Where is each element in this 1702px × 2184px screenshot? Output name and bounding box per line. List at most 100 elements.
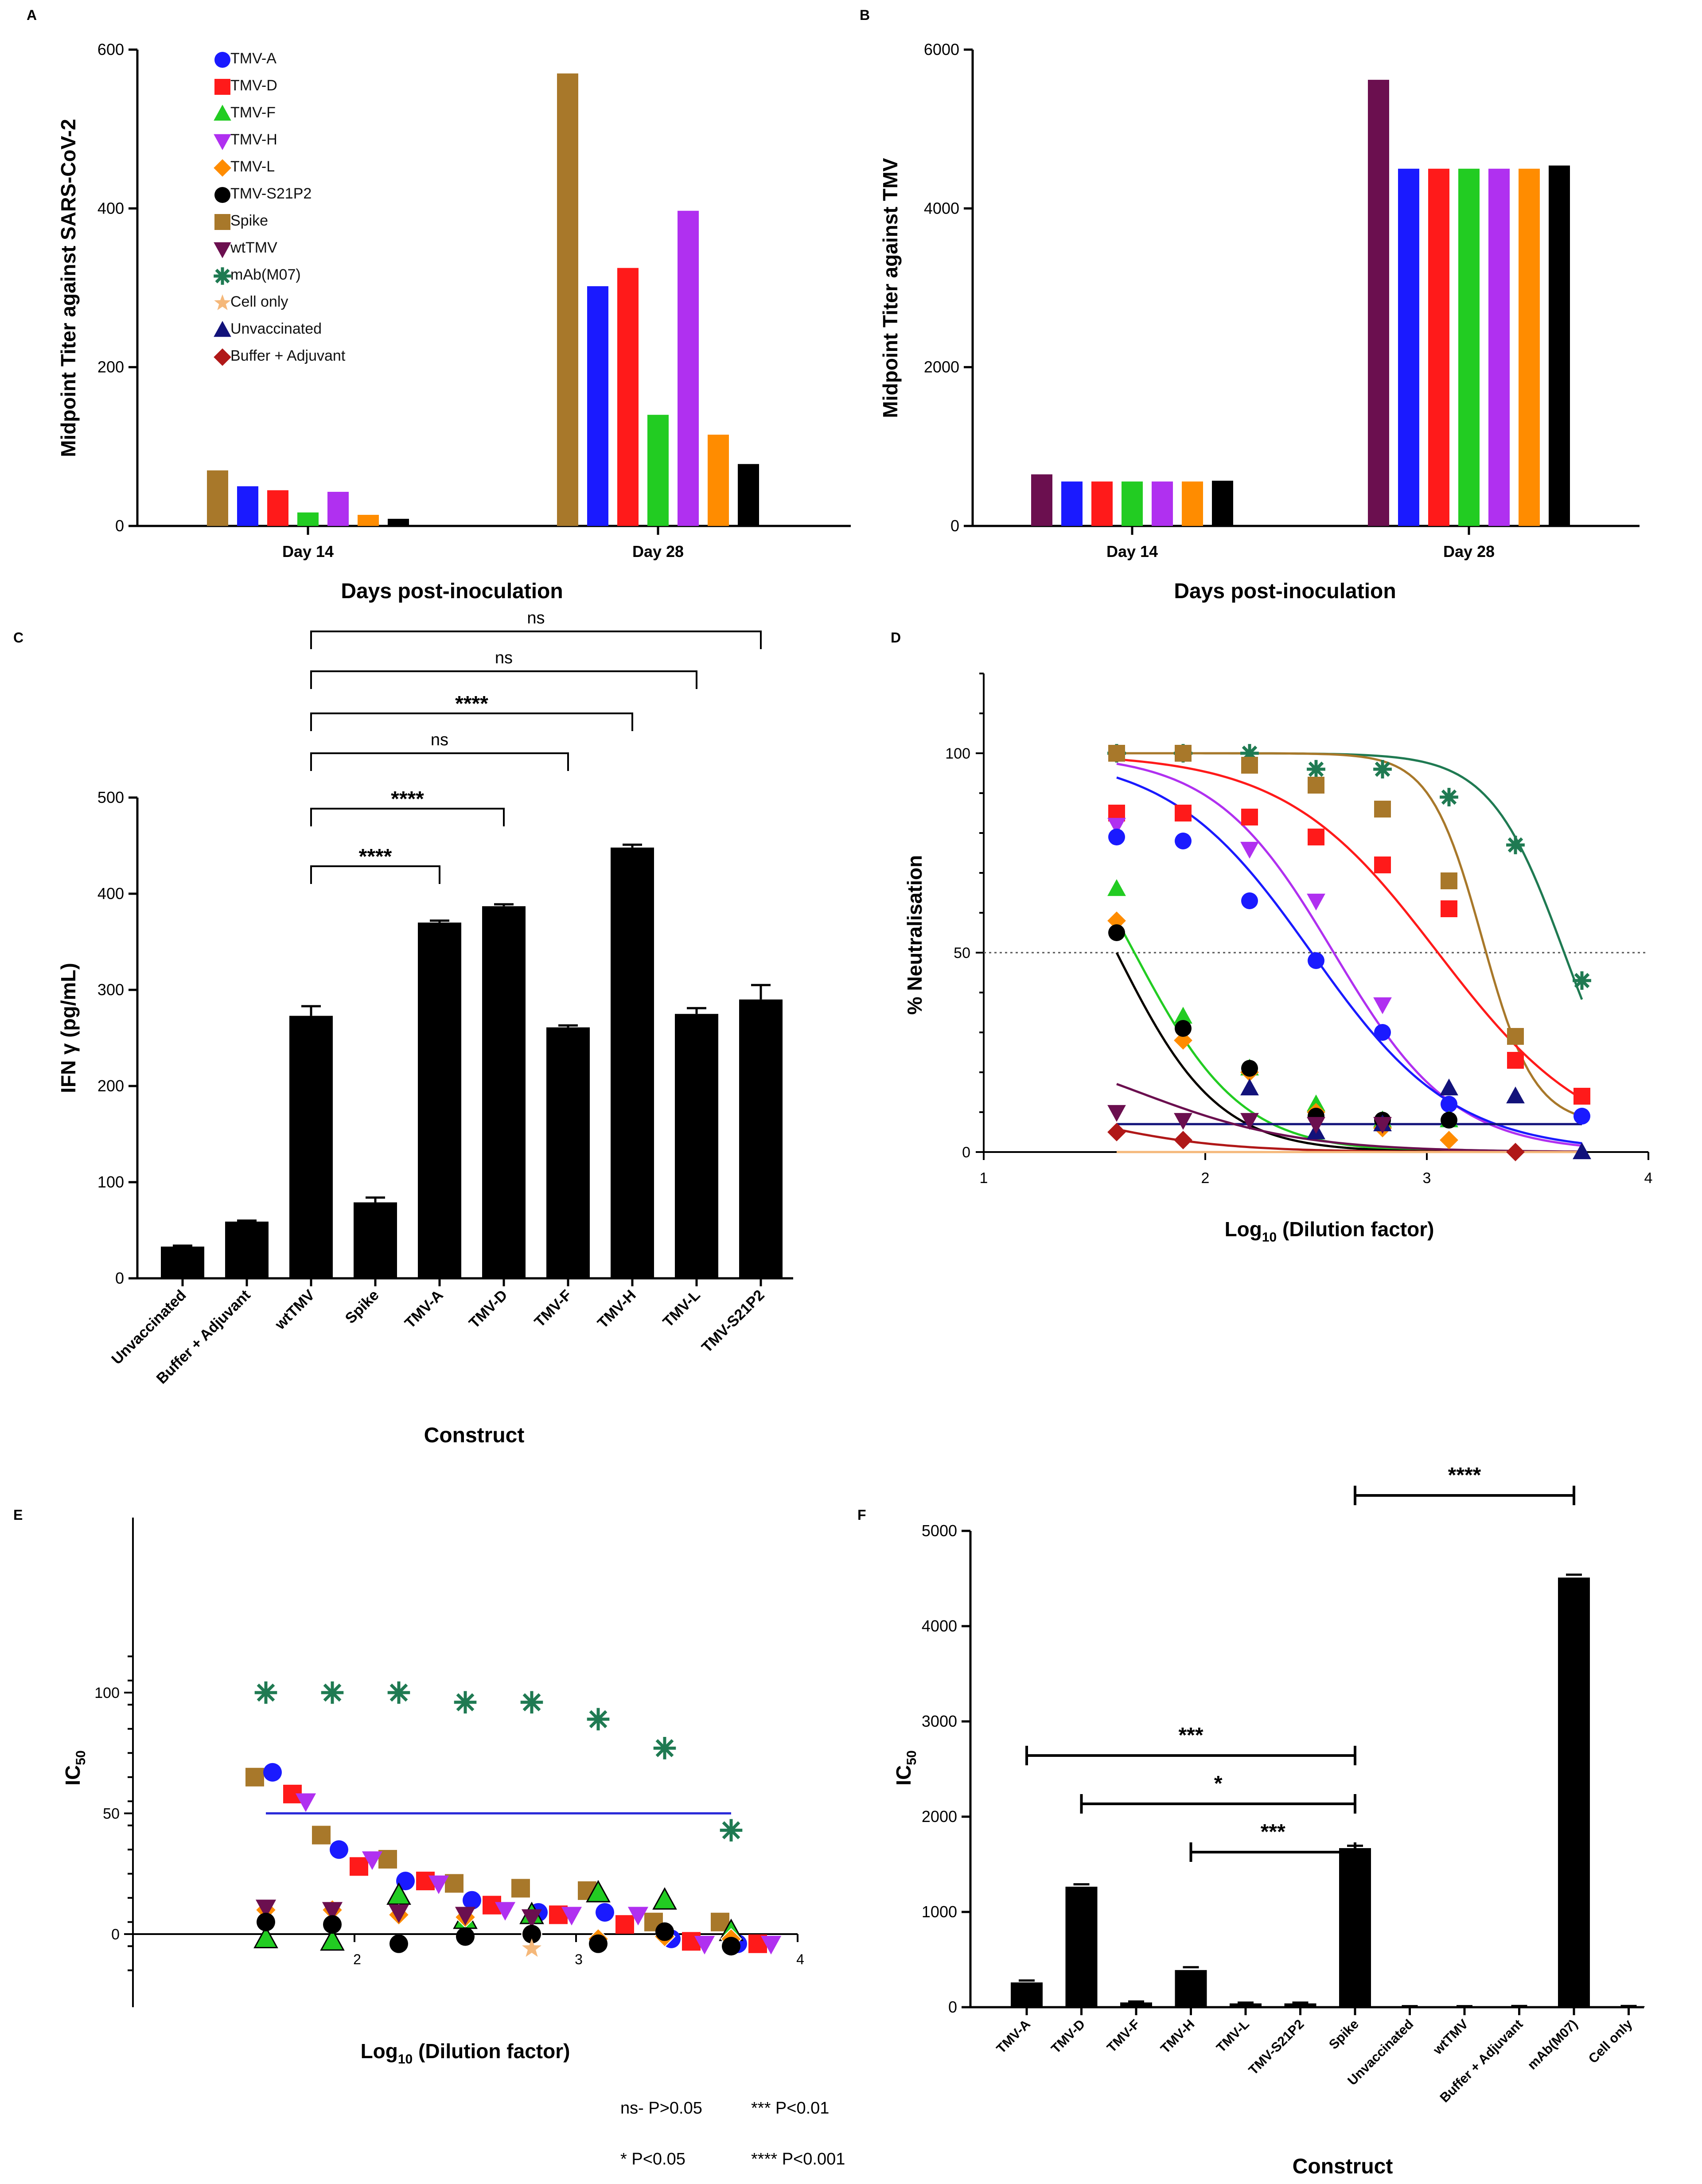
panel-f-bar-mab-m07 [1558,1577,1590,2007]
panel-d-point-spike [1374,801,1391,818]
panel-e-point-spike-shape [378,1850,397,1869]
legend-item-cell-only: Cell only [230,293,288,310]
panel-c-comparison-label: **** [455,692,488,716]
panel-d-point-spike [1507,1028,1524,1045]
panel-d-point-unvaccinated-shape [1240,1078,1259,1096]
panel-f-x-tick-label: Cell only [1586,2017,1636,2066]
panel-e-point-tmv-a [396,1872,415,1891]
legend-item-tmv-s21p2: TMV-S21P2 [230,185,312,202]
panel-d-point-tmv-h-shape [1240,841,1259,859]
panel-d-point-spike [1308,777,1324,794]
panel-d-x-tick-label: 1 [980,1170,988,1187]
panel-a-bar-tmv-d-day-14 [267,490,288,526]
panel-e-x-tick-label: 4 [796,1951,804,1967]
panel-c-x-tick-label: Spike [342,1287,382,1327]
panel-c-x-tick-label: TMV-S21P2 [698,1287,767,1356]
panel-d-point-wttmv-shape [1307,1117,1325,1134]
panel-b-bar-tmv-f-day-14 [1122,481,1143,526]
panel-f-y-tick-label: 2000 [922,1807,957,1826]
panel-c-x-tick-label: TMV-D [466,1287,511,1332]
panel-d-point-tmv-d-shape [1573,1088,1590,1105]
panel-a-bar-tmv-l-day-14 [358,514,379,526]
panel-d-point-tmv-a [1573,1108,1590,1125]
panel-a-bar-spike-day-14 [207,470,228,526]
panel-f-x-tick-label: TMV-S21P2 [1246,2017,1307,2078]
panel-c-comparison-label: ns [527,609,545,627]
legend-marker-wttmv [214,242,231,258]
panel-e-point-tmv-h-shape [295,1793,316,1812]
panel-a-bar-tmv-h-day-14 [327,491,349,526]
panel-b-bar-tmv-a-day-28 [1398,168,1419,526]
panel-e-point-spike [511,1879,530,1898]
panel-d-point-tmv-f [1107,879,1126,896]
panel-d-point-tmv-h-shape [1107,818,1126,835]
panel-d-point-tmv-f-shape [1107,879,1126,896]
panel-b-bar-wttmv-day-14 [1031,474,1052,526]
panel-e-point-tmv-s21p2-shape [589,1934,608,1953]
panel-d-point-tmv-d-shape [1441,900,1457,917]
panel-e-x-tick-label: 3 [575,1951,583,1967]
panel-b-bar-tmv-l-day-28 [1519,168,1540,526]
panel-c-ylabel: IFN γ (pg/mL) [57,963,80,1093]
panel-e-point-tmv-h-shape [495,1902,516,1921]
panel-b-bar-tmv-s21p2-day-28 [1549,165,1570,526]
panel-e-point-tmv-s21p2-shape [257,1912,275,1931]
panel-f-comparison-label: * [1214,1772,1223,1795]
panel-e-point-tmv-h-shape [561,1907,582,1926]
panel-c-bar-tmv-s21p2 [739,999,783,1278]
panel-d-y-tick-label: 50 [954,945,970,962]
panel-e-point-mab-m07 [587,1708,610,1731]
panel-d-point-tmv-a [1374,1024,1391,1041]
panel-d-point-tmv-s21p2-shape [1175,1020,1192,1037]
panel-d-point-spike-shape [1507,1028,1524,1045]
panel-e-point-mab-m07-stroke [257,1683,275,1702]
legend-marker-tmv-h-shape [214,134,231,150]
panel-d-point-tmv-l-shape [1107,911,1126,930]
panel-d-point-tmv-a-shape [1241,892,1258,909]
panel-f-y-tick-label: 0 [948,1998,957,2016]
panel-a-letter: A [27,7,37,23]
legend-marker-tmv-s21p2-shape [214,187,230,203]
legend-marker-cell-only-shape [214,294,231,310]
panel-d-x-tick-label: 3 [1423,1170,1431,1187]
panel-f-bar-tmv-h [1175,1970,1207,2007]
panel-a-y-tick-label: 600 [97,40,124,58]
panel-e-point-tmv-s21p2-shape [456,1927,475,1946]
panel-e-point-tmv-h-shape [694,1935,715,1954]
panel-e-point-tmv-s21p2-shape [722,1937,740,1956]
panel-d-point-mab-m07-stroke [1375,761,1390,777]
legend-item-unvaccinated: Unvaccinated [230,320,322,337]
panel-d-point-tmv-l-shape [1440,1131,1458,1149]
legend-marker-tmv-a [214,52,230,68]
panel-b-bar-tmv-d-day-28 [1428,168,1449,526]
panel-d-point-spike [1441,872,1457,889]
panel-e-point-tmv-a-shape [463,1891,481,1910]
panel-e-point-tmv-h-shape [428,1875,449,1894]
panel-d-point-tmv-a-shape [1308,952,1324,969]
legend-item-tmv-d: TMV-D [230,77,277,94]
panel-d-point-tmv-d [1374,856,1391,873]
panel-d-point-wttmv-shape [1240,1113,1259,1130]
panel-d-letter: D [891,630,901,646]
panel-e-point-wttmv-shape [388,1904,409,1923]
panel-e-point-mab-m07-stroke [522,1693,541,1712]
panel-e-point-tmv-h-shape [627,1907,649,1926]
legend-marker-mab-m07-stroke [215,269,230,284]
panel-c-x-tick-label: TMV-A [401,1287,447,1332]
panel-d-point-unvaccinated-shape [1440,1078,1458,1096]
panel-d-point-tmv-h [1240,841,1259,859]
panel-e-point-tmv-a [263,1763,282,1782]
panel-d-point-wttmv [1107,1105,1126,1122]
panel-d-point-spike-shape [1308,777,1324,794]
panel-c-x-tick-label: wtTMV [272,1287,318,1333]
panel-d-point-mab-m07-stroke [1308,761,1324,777]
panel-a-bar-tmv-f-day-28 [647,415,669,526]
panel-d-point-spike-shape [1175,745,1192,762]
panel-e-point-tmv-f [586,1880,611,1903]
panel-c-bar-tmv-l [675,1014,718,1278]
legend-marker-buffer-adjuvant [214,348,231,366]
panel-e-point-mab-m07-stroke [456,1693,475,1712]
panel-d-point-tmv-d [1241,809,1258,825]
panel-d-point-spike-shape [1374,801,1391,818]
